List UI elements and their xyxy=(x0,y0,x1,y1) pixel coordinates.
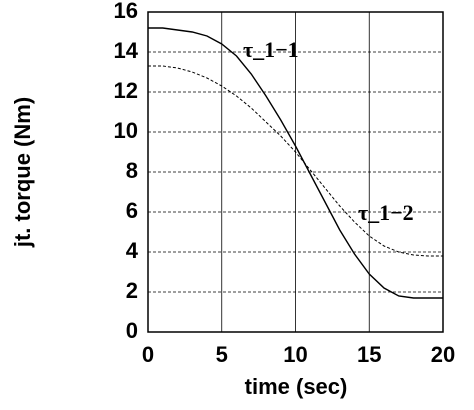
line-label: τ_1−2 xyxy=(358,200,414,225)
series-line xyxy=(148,65,443,257)
y-axis-label: jt. torque (Nm) xyxy=(10,97,35,248)
y-tick-label: 6 xyxy=(126,198,138,223)
series-line xyxy=(148,27,443,299)
y-tick-label: 10 xyxy=(114,118,138,143)
x-tick-label: 20 xyxy=(431,342,455,367)
y-tick-label: 4 xyxy=(126,238,139,263)
y-tick-label: 2 xyxy=(126,278,138,303)
y-tick-label: 0 xyxy=(126,318,138,343)
y-tick-label: 12 xyxy=(114,78,138,103)
x-tick-label: 15 xyxy=(357,342,381,367)
y-tick-label: 8 xyxy=(126,158,138,183)
x-tick-label: 0 xyxy=(142,342,154,367)
y-tick-label: 16 xyxy=(114,0,138,23)
y-tick-label: 14 xyxy=(114,38,139,63)
x-axis-label: time (sec) xyxy=(245,374,348,399)
x-tick-label: 5 xyxy=(216,342,228,367)
plot-frame xyxy=(147,11,444,333)
line-label: τ_1−1 xyxy=(243,37,299,62)
x-tick-label: 10 xyxy=(283,342,307,367)
